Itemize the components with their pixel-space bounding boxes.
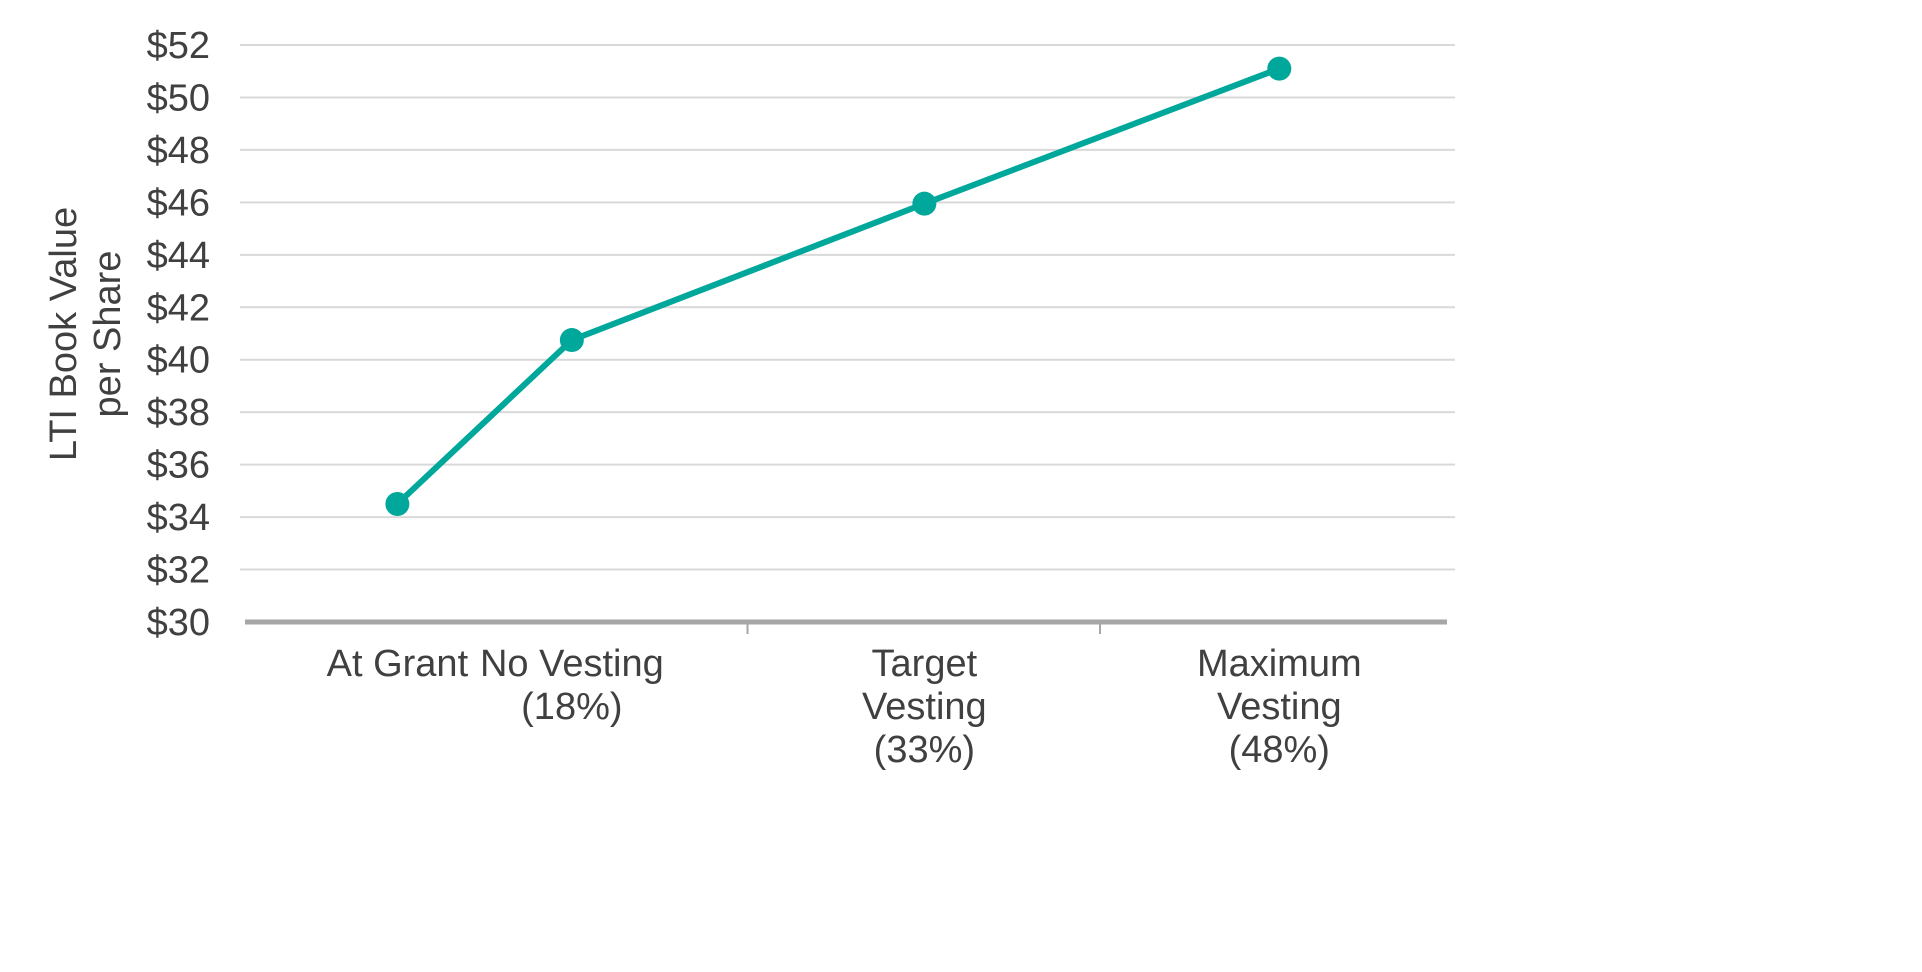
y-tick-label: $48 xyxy=(147,130,210,172)
y-tick-label: $46 xyxy=(147,182,210,224)
data-point xyxy=(912,191,937,216)
y-tick-label: $50 xyxy=(147,77,210,119)
y-tick-label: $42 xyxy=(147,287,210,329)
x-category-label: Target Vesting (33%) xyxy=(862,643,987,771)
y-tick-label: $40 xyxy=(147,340,210,382)
y-tick-label: $44 xyxy=(147,235,210,277)
x-category-label: At Grant xyxy=(327,643,469,685)
y-tick-label: $36 xyxy=(147,445,210,487)
y-tick-label: $34 xyxy=(147,497,210,539)
y-tick-label: $30 xyxy=(147,602,210,644)
x-category-label: No Vesting (18%) xyxy=(480,643,664,728)
data-point xyxy=(385,491,410,516)
series-line xyxy=(394,65,1283,507)
x-category-label: Maximum Vesting (48%) xyxy=(1197,643,1362,771)
data-point xyxy=(559,328,584,353)
data-point xyxy=(1267,56,1292,81)
y-tick-label: $52 xyxy=(147,25,210,67)
y-axis-title: LTI Book Valueper Share xyxy=(43,207,129,461)
y-tick-label: $32 xyxy=(147,550,210,592)
y-tick-label: $38 xyxy=(147,392,210,434)
